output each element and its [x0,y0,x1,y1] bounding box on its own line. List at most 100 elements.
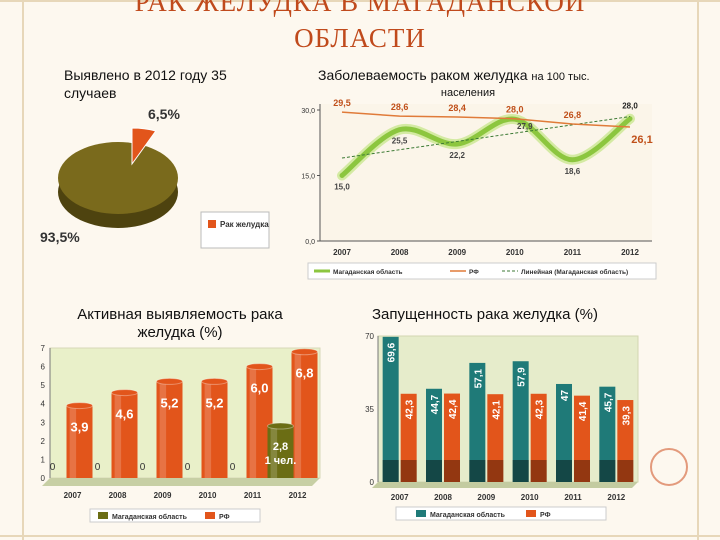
bar1-region-value-label: 0 [185,462,191,473]
active-detection-bar-chart: 012345673,9020074,6020085,2020095,202010… [41,344,321,523]
incidence-caption-line-2: населения [440,87,496,99]
bar2-rf-bar [617,400,634,482]
incidence-caption: Заболеваемость раком желудка на 100 тыс.… [318,66,698,100]
bar2-rf-bar [574,395,590,482]
bar2-rf-bar-shade [530,460,547,482]
bar2-y-tick-label: 0 [370,478,375,487]
bar1-rf-bar [66,405,93,478]
bar1-y-tick-label: 7 [41,344,46,353]
bar1-legend-swatch-region [98,512,108,519]
bar2-rf-value-label: 42,4 [448,399,459,419]
bar2-x-tick-label: 2012 [607,493,625,502]
bar2-rf-bar-shade [617,460,634,482]
bar2-rf-value-label: 42,3 [535,399,546,419]
bar2-rf-bar [444,393,460,482]
line-x-tick-label: 2011 [564,248,582,257]
bar1-region-bar [267,426,294,478]
frame-bottom-line [0,535,720,537]
bar1-rf-bar [111,392,138,478]
bar2-x-tick-label: 2007 [391,493,409,502]
line-legend-label: РФ [469,269,479,276]
line-series-rf [341,111,631,128]
bar2-rf-bar [530,393,547,482]
bar2-region-bar [382,336,399,482]
bar1-rf-bar-cap [201,377,228,385]
line-region-value-label: 27,9 [517,122,533,131]
frame-right-line [697,0,699,540]
decorative-bubble [650,448,688,486]
bar2-x-tick-label: 2009 [477,493,495,502]
bar1-rf-value-label: 5,2 [205,395,223,410]
bar1-floor [42,478,320,486]
bar1-rf-value-label: 5,2 [160,395,178,410]
bar2-region-bar-shade [512,460,529,482]
bar1-region-value-label: 0 [50,462,56,473]
pie-main-label: 93,5% [40,229,80,245]
bar2-legend-box [395,506,607,521]
bar2-region-value-label: 47 [560,390,571,402]
bar1-rf-bar-shine [114,392,122,478]
line-x-tick-label: 2012 [621,248,639,257]
bar1-x-tick-label: 2008 [109,491,127,500]
bar2-region-value-label: 69,6 [387,342,398,362]
bar2-region-bar-shade [599,460,616,482]
bar2-floor [372,482,638,488]
bar1-y-tick-label: 0 [41,474,46,483]
pie-legend-box [200,211,270,249]
bar2-legend-label-rf: РФ [540,512,551,519]
frame-left-line [22,0,24,540]
bar1-rf-bar-cap [291,348,318,356]
bar1-rf-bar-cap [111,389,138,397]
line-region-value-label: 25,5 [392,137,408,146]
line-region-value-label: 18,6 [565,167,581,176]
bar1-rf-bar-shine [204,381,212,478]
line-y-tick-label: 30,0 [301,108,315,115]
bar2-rf-bar-shade [400,460,417,482]
active-caption: Активная выявляемость рака желудка (%) [40,306,320,342]
bar1-rf-bar-cap [246,363,273,371]
bar2-region-bar [556,383,572,482]
bar2-legend-label-region: Магаданская область [430,511,506,519]
bar2-back-wall [377,335,639,483]
line-region-value-label: 28,0 [622,102,638,111]
bar1-x-tick-label: 2007 [64,491,82,500]
incidence-caption-rest: раком желудка [426,67,532,83]
incidence-caption-bold: Заболеваемость [318,67,427,83]
bar1-rf-value-label: 6,8 [295,366,313,381]
bar1-rf-bar [201,381,228,478]
line-series-trend [341,116,631,159]
line-rf-value-label: 26,8 [564,110,582,120]
incidence-line-chart: 0,0 15,0 30,0 2007 2008 2009 2010 2011 2012 29,5 2… [301,98,657,280]
bar1-rf-bar-shine [249,366,257,478]
line-region-value-label: 22,2 [449,151,465,160]
pie-small-slice [131,127,157,166]
title-line-2: ОБЛАСТИ [294,23,426,53]
bar1-y-tick-label: 1 [41,455,46,464]
line-y-tick-label: 0,0 [305,239,315,246]
bar2-y-tick-label: 70 [365,332,374,341]
bar2-rf-bar-shade [574,460,590,482]
bar2-region-bar [469,362,486,482]
bar1-rf-bar-shine [69,405,77,478]
bar1-region-value-label: 0 [95,462,101,473]
bar2-y-tick-label: 35 [365,405,374,414]
bar1-rf-bar-shine [159,381,167,478]
detected-caption: Выявлено в 2012 году 35 случаев [64,66,284,102]
neglect-caption-rest: рака желудка (%) [472,306,599,323]
bar1-rf-bar-shine [294,351,302,478]
bar2-region-bar [512,361,529,482]
bar1-rf-bar [291,351,318,478]
line-y-tick-label: 15,0 [301,174,315,181]
neglect-caption: Запущенность рака желудка (%) [372,306,672,324]
pie-legend-swatch [208,220,216,228]
bar1-y-tick-label: 3 [41,418,46,427]
bar2-region-bar [426,388,442,482]
bar2-region-bar-shade [382,460,399,482]
line-x-tick-label: 2007 [333,248,351,257]
bar2-x-tick-label: 2010 [521,493,539,502]
bar1-rf-bar [156,381,183,478]
bar1-annotation: 1 чел. [265,455,297,467]
bar1-rf-value-label: 3,9 [70,420,88,435]
line-rf-value-label: 29,5 [333,98,351,108]
bar1-y-tick-label: 5 [41,381,46,390]
